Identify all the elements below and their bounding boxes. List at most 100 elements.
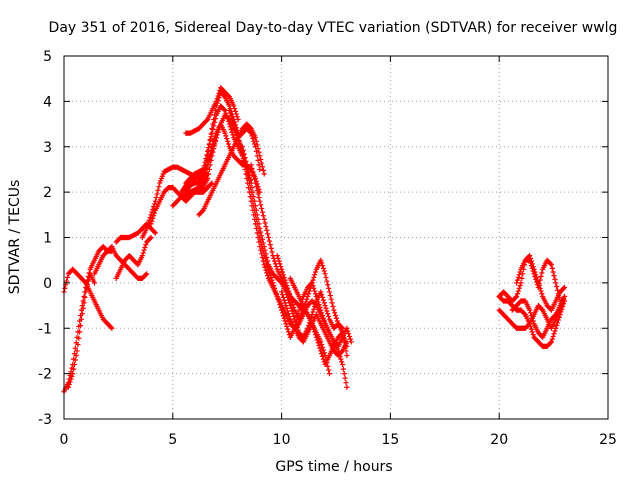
data-point — [210, 145, 216, 152]
data-point — [292, 316, 298, 322]
data-point — [263, 224, 269, 230]
data-point — [203, 155, 209, 162]
series-track-15 — [183, 85, 241, 136]
data-point — [227, 110, 233, 116]
data-point — [148, 221, 154, 227]
data-point — [527, 260, 534, 266]
data-point — [205, 162, 211, 168]
data-point — [222, 130, 228, 136]
data-point — [517, 269, 523, 275]
data-point — [252, 176, 258, 183]
data-point — [316, 342, 322, 349]
data-point — [549, 336, 555, 342]
data-point — [283, 321, 289, 327]
data-point — [261, 243, 267, 250]
data-point — [305, 293, 311, 300]
data-point — [281, 297, 287, 303]
data-point — [148, 212, 154, 218]
data-point — [530, 268, 536, 274]
data-point — [317, 304, 323, 310]
data-point — [254, 212, 260, 218]
series-track-3 — [65, 271, 98, 390]
data-point — [318, 257, 324, 263]
data-point — [561, 285, 567, 291]
data-point — [333, 315, 340, 321]
data-point — [535, 284, 541, 291]
data-point — [146, 217, 152, 223]
data-point — [281, 274, 287, 281]
data-point — [334, 318, 340, 324]
data-point — [319, 344, 326, 350]
data-point — [209, 126, 215, 132]
data-point — [255, 145, 261, 152]
data-point — [278, 263, 284, 270]
data-point — [344, 325, 350, 331]
data-point — [251, 194, 257, 200]
data-point — [267, 242, 273, 248]
data-point — [319, 351, 325, 357]
data-point — [263, 267, 269, 273]
data-point — [232, 108, 239, 114]
data-point — [250, 169, 256, 175]
data-point — [547, 340, 554, 346]
data-point — [339, 349, 345, 355]
data-point — [534, 279, 540, 285]
data-point — [283, 280, 289, 286]
data-point — [312, 301, 319, 307]
data-point — [81, 293, 87, 300]
data-point — [233, 129, 239, 135]
x-tick-label: 25 — [599, 432, 617, 448]
data-point — [514, 293, 520, 300]
data-point — [261, 216, 267, 222]
data-point — [228, 113, 234, 119]
x-axis-label: GPS time / hours — [275, 459, 392, 475]
y-tick-label: 4 — [43, 94, 52, 110]
data-point — [151, 210, 158, 216]
data-point — [319, 292, 325, 298]
data-point — [515, 274, 521, 281]
data-point — [327, 292, 333, 299]
data-point — [519, 275, 525, 281]
data-point — [248, 180, 254, 186]
data-point — [216, 90, 222, 96]
data-point — [79, 311, 85, 317]
data-point — [209, 130, 215, 136]
data-point — [288, 305, 294, 311]
data-point — [154, 191, 160, 197]
data-point — [274, 293, 280, 300]
data-point — [287, 293, 293, 300]
series-track-22 — [279, 289, 350, 359]
data-point — [318, 339, 324, 345]
data-point — [340, 332, 346, 339]
data-point — [279, 269, 286, 275]
data-point — [269, 249, 275, 255]
data-point — [231, 121, 237, 127]
data-point — [265, 231, 271, 237]
data-point — [260, 240, 266, 246]
data-point — [332, 312, 339, 319]
data-point — [252, 203, 259, 209]
data-point — [144, 225, 150, 232]
data-point — [259, 236, 266, 242]
data-point — [321, 300, 327, 306]
data-point — [258, 233, 265, 239]
data-point — [561, 293, 568, 300]
data-point — [213, 135, 219, 141]
data-point — [240, 152, 246, 158]
data-point — [139, 253, 145, 259]
data-point — [208, 181, 214, 187]
data-point — [108, 324, 114, 330]
data-point — [250, 189, 256, 195]
data-point — [276, 299, 282, 305]
data-point — [208, 151, 214, 157]
data-point — [536, 281, 542, 287]
data-point — [245, 169, 252, 175]
data-point — [234, 114, 240, 120]
data-point — [155, 187, 161, 193]
data-point — [257, 198, 263, 204]
data-point — [561, 284, 568, 291]
data-point — [277, 261, 283, 267]
data-point — [84, 281, 90, 287]
data-point — [77, 329, 83, 335]
